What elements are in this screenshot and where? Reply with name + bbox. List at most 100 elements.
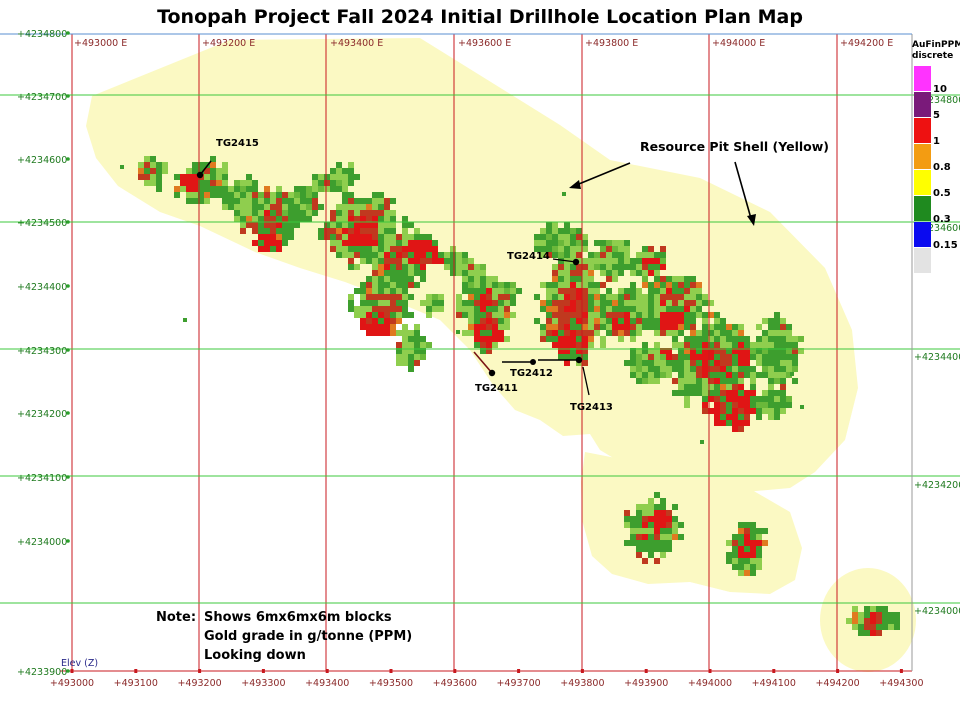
grade-block [648,552,654,558]
grade-block [414,354,420,360]
grade-block [252,228,258,234]
grade-block [588,282,594,288]
grade-block [672,504,678,510]
grade-block [708,390,714,396]
grade-block [732,390,738,396]
grade-block [768,324,774,330]
tick-label-top-493600: +493600 E [458,38,511,49]
grade-block [720,336,726,342]
grade-block [354,234,360,240]
grade-block [348,228,354,234]
drillhole-label: TG2413 [570,402,613,413]
grade-block [642,348,648,354]
grade-block [600,252,606,258]
grade-block [426,294,432,300]
grade-block [246,222,252,228]
grade-block [336,162,342,168]
grade-block [366,282,372,288]
grade-block [648,270,654,276]
grade-block [800,405,804,409]
grade-block [690,342,696,348]
grade-block [606,312,612,318]
grade-block [570,348,576,354]
grade-block [324,222,330,228]
grade-block-model [120,156,900,636]
grade-block [660,318,666,324]
grade-block [726,366,732,372]
grade-block [570,294,576,300]
grade-block [504,324,510,330]
grade-block [384,306,390,312]
grade-block [420,252,426,258]
grade-block [150,168,156,174]
grade-block [618,246,624,252]
grade-block [642,246,648,252]
grade-block [234,204,240,210]
grade-block [738,396,744,402]
grade-block [690,372,696,378]
grade-block [594,288,600,294]
grade-block [156,174,162,180]
grade-block [768,354,774,360]
grade-block [462,330,468,336]
grade-block [564,276,570,282]
grade-block [642,324,648,330]
grade-block [750,540,756,546]
grade-block [732,564,738,570]
grade-block [720,354,726,360]
grade-block [738,408,744,414]
grade-block [564,300,570,306]
grade-block [750,570,756,576]
grade-block [582,270,588,276]
grade-block [414,282,420,288]
left-tick [66,475,70,479]
grade-block [414,228,420,234]
grade-block [372,234,378,240]
grade-block [384,246,390,252]
grade-block [738,330,744,336]
grade-block [780,318,786,324]
grade-block [630,300,636,306]
grade-block [654,372,660,378]
grade-block [282,228,288,234]
grade-block [648,354,654,360]
grade-block [780,402,786,408]
grade-block [330,180,336,186]
grade-block [468,288,474,294]
grade-block [252,222,258,228]
grade-block [780,348,786,354]
grade-block [192,192,198,198]
grade-block [456,312,462,318]
grade-block [600,282,606,288]
grade-block [396,306,402,312]
grade-block [360,294,366,300]
grade-block [630,330,636,336]
grade-block [264,198,270,204]
grade-block [342,252,348,258]
grade-block [780,336,786,342]
grade-block [546,246,552,252]
grade-block [558,234,564,240]
grade-block [636,318,642,324]
grade-block [582,240,588,246]
grade-block [486,300,492,306]
grade-block [720,402,726,408]
grade-block [870,606,876,612]
grade-block [390,240,396,246]
bottom-tick [836,669,840,673]
grade-block [660,528,666,534]
grade-block [774,396,780,402]
grade-block [330,240,336,246]
grade-block [678,276,684,282]
grade-block [654,546,660,552]
grade-block [678,354,684,360]
grade-block [474,306,480,312]
grade-block [360,204,366,210]
grade-block [666,522,672,528]
grade-block [300,204,306,210]
grade-block [558,306,564,312]
grade-block [702,390,708,396]
grade-block [600,336,606,342]
grade-block [462,282,468,288]
grade-block [138,168,144,174]
